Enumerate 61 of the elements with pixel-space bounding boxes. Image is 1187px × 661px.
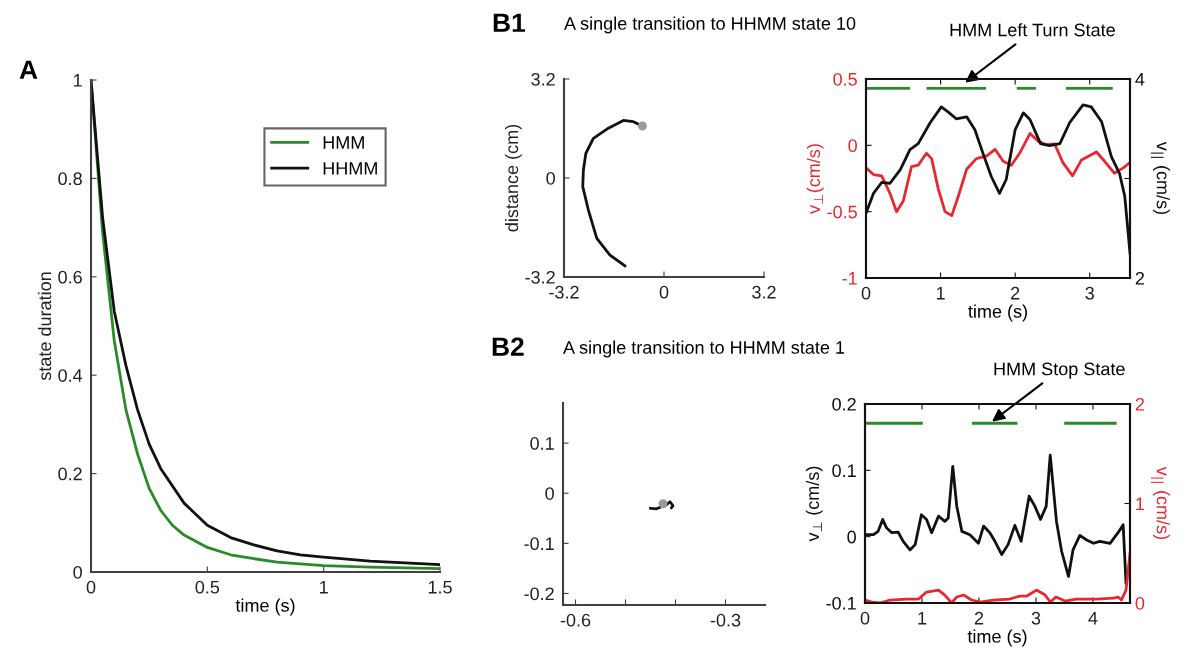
chart-title: A single transition to HHMM state 1 [563, 340, 845, 358]
y2-tick-label: 0 [1135, 596, 1145, 610]
annotation: HMM Stop State [994, 362, 1125, 379]
x-tick-label: -0.3 [710, 613, 741, 627]
x-tick-label: 2 [974, 611, 984, 625]
legend-label: HHMM [323, 162, 377, 175]
x-tick-label: 0 [86, 580, 96, 594]
text: B1 [493, 13, 525, 32]
y-tick-label: 0.1 [530, 437, 554, 450]
x-tick-label: 3 [1031, 611, 1041, 625]
x-tick-label: 3.2 [752, 285, 776, 299]
y-tick-label: 0.2 [58, 467, 82, 481]
y-tick-label: 0.1 [832, 464, 856, 478]
y2-axis-title: v$_{||}$ (cm/s) [1150, 466, 1170, 539]
y-axis-title: distance (cm) [504, 124, 522, 232]
annotation: HMM Left Turn State [950, 23, 1115, 37]
x-axis-title: time (s) [967, 629, 1027, 647]
y2-tick-label: 4 [1135, 73, 1145, 86]
x-tick-label: 1.5 [428, 581, 452, 594]
y-tick-label: 0.5 [833, 72, 857, 86]
y-tick-label: 0.2 [832, 397, 856, 411]
y2-axis-title: v$_{||}$ (cm/s) [1150, 141, 1170, 214]
x-tick-label: 2 [1011, 286, 1020, 300]
x-tick-label: 1 [320, 581, 328, 594]
y-tick-label: -1 [842, 272, 857, 285]
y-tick-label: 3.2 [531, 72, 555, 86]
y2-tick-label: 2 [1135, 397, 1144, 411]
y-tick-label: -3.2 [525, 270, 555, 284]
y-tick-label: 0 [546, 171, 555, 185]
chart-title: A single transition to HHMM state 10 [564, 16, 856, 34]
y-axis-title: v$_{⊥}$(cm/s) [806, 144, 824, 214]
x-tick-label: 1 [936, 287, 945, 300]
x-tick-label: 3 [1085, 286, 1094, 300]
x-tick-label: 4 [1088, 612, 1098, 625]
y-tick-label: 0 [73, 565, 82, 579]
x-tick-label: 1 [918, 612, 927, 625]
y-tick-label: 0 [848, 139, 857, 153]
y-axis-title: v$_{⊥}$ (cm/s) [805, 466, 823, 542]
x-tick-label: 0 [860, 611, 870, 625]
legend-label: HMM [323, 136, 364, 149]
y-tick-label: 0.6 [58, 270, 82, 284]
y-tick-label: -0.1 [524, 537, 554, 551]
y-tick-label: 0 [545, 487, 554, 500]
y-tick-label: -0.5 [827, 205, 857, 219]
text: B2 [492, 337, 524, 356]
x-tick-label: 0 [659, 285, 669, 299]
y2-tick-label: 1 [1136, 497, 1145, 511]
x-axis-title: time (s) [968, 304, 1027, 322]
y-tick-label: 0 [847, 530, 856, 544]
text: A [19, 60, 38, 79]
y2-tick-label: 2 [1135, 271, 1144, 285]
y-axis-title: state duration [37, 272, 52, 381]
y-tick-label: -0.2 [524, 587, 554, 601]
x-tick-label: 0 [861, 286, 871, 300]
y-tick-label: 0.8 [58, 172, 82, 186]
x-tick-label: -0.6 [560, 613, 591, 627]
y-tick-label: 1 [74, 74, 82, 87]
y-tick-label: -0.1 [826, 596, 856, 610]
y-tick-label: 0.4 [58, 369, 83, 382]
x-tick-label: 0.5 [195, 580, 220, 594]
x-axis-title: time (s) [235, 598, 295, 616]
